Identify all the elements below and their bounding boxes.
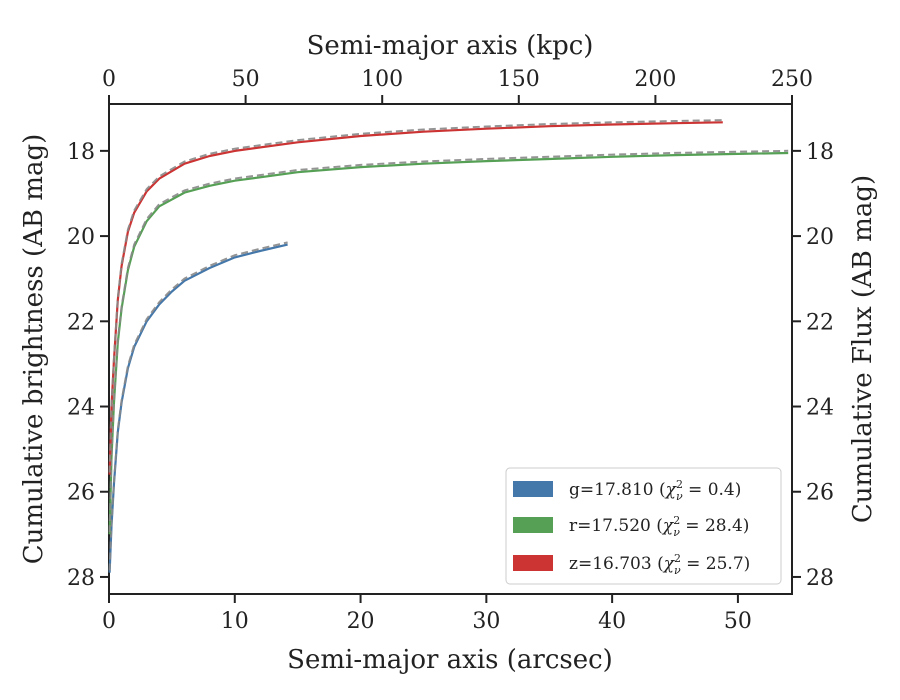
x-tick-label-bottom-5: 50 (724, 609, 752, 634)
x-tick-label-bottom-4: 40 (598, 609, 626, 634)
x-tick-label-bottom-0: 0 (102, 609, 116, 634)
y-tick-label-right-2: 22 (806, 310, 834, 335)
x-tick-label-top-0: 0 (102, 67, 116, 92)
legend-label-g: g=17.810 (χ2 ν = 0.4) (569, 478, 741, 503)
series-line-2 (108, 121, 723, 475)
legend-entry-r: r=17.520 (χ2 ν = 28.4) (513, 514, 749, 539)
x-tick-label-bottom-3: 30 (472, 609, 500, 634)
plot-frame (108, 103, 793, 595)
legend: g=17.810 (χ2 ν = 0.4) r=17.520 (χ2 ν = 28.… (505, 467, 782, 585)
x-axis-title-top: Semi-major axis (kpc) (307, 31, 594, 61)
x-tick-label-top-2: 100 (361, 67, 403, 92)
ticks-layer: 0 10 20 30 40 50 0 50 100 150 200 250 18 18 20 20 22 22 24… (67, 67, 834, 634)
y-tick-label-left-5: 28 (67, 566, 95, 591)
series-line-0 (108, 243, 288, 573)
x-tick-label-top-5: 250 (771, 67, 813, 92)
x-tick-label-top-4: 200 (634, 67, 676, 92)
y-tick-label-left-2: 22 (67, 310, 95, 335)
legend-label-r: r=17.520 (χ2 ν = 28.4) (569, 514, 749, 539)
y-tick-label-right-0: 18 (806, 140, 834, 165)
y-tick-label-right-4: 26 (806, 481, 834, 506)
legend-swatch-z (513, 555, 553, 571)
x-tick-label-top-1: 50 (232, 67, 260, 92)
y-tick-label-right-5: 28 (806, 566, 834, 591)
x-tick-label-top-3: 150 (498, 67, 540, 92)
legend-entry-z: z=16.703 (χ2 ν = 25.7) (513, 552, 750, 577)
series-model-line-0 (108, 241, 288, 571)
y-tick-label-left-4: 26 (67, 481, 95, 506)
y-axis-title-right: Cumulative Flux (AB mag) (848, 175, 878, 523)
x-axis-title-bottom: Semi-major axis (arcsec) (287, 645, 613, 675)
x-tick-label-bottom-2: 20 (347, 609, 375, 634)
series-layer (108, 119, 789, 573)
legend-label-z: z=16.703 (χ2 ν = 25.7) (569, 552, 750, 577)
series-model-line-1 (108, 149, 789, 533)
y-tick-label-left-1: 20 (67, 225, 95, 250)
y-tick-label-right-3: 24 (806, 396, 834, 421)
legend-swatch-g (513, 481, 553, 497)
y-axis-title-left: Cumulative brightness (AB mag) (19, 134, 49, 565)
legend-box (505, 467, 782, 585)
legend-entry-g: g=17.810 (χ2 ν = 0.4) (513, 478, 741, 503)
y-tick-label-left-0: 18 (67, 140, 95, 165)
y-tick-label-left-3: 24 (67, 396, 95, 421)
series-model-line-2 (108, 119, 723, 473)
legend-swatch-r (513, 517, 553, 533)
x-tick-label-bottom-1: 10 (221, 609, 249, 634)
y-tick-label-right-1: 20 (806, 225, 834, 250)
